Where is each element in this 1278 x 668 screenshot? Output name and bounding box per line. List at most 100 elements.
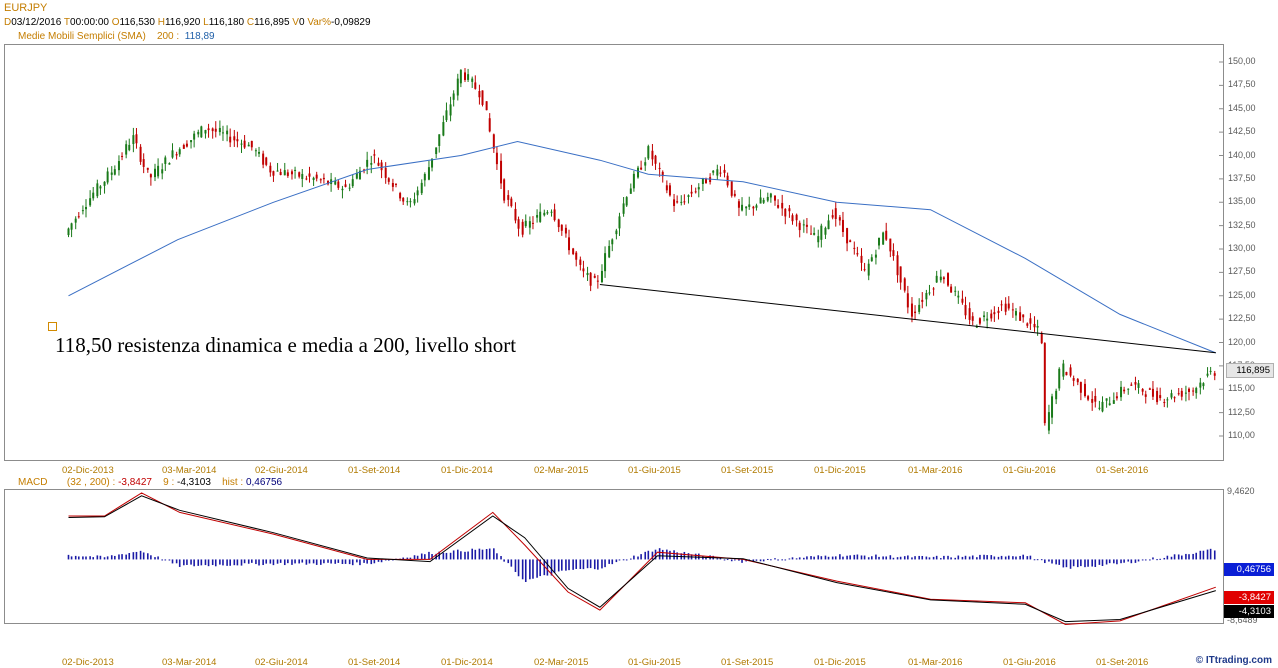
macd-hist-bar: [557, 559, 560, 572]
candle-body: [142, 159, 145, 167]
macd-hist-bar: [175, 559, 178, 564]
candle-body: [185, 143, 188, 147]
candle-body: [983, 315, 986, 318]
macd-hist-bar: [568, 559, 570, 571]
candle-body: [452, 93, 455, 100]
macd-hist-bar: [911, 557, 913, 560]
macd-hist-bar: [752, 559, 755, 562]
candle-body: [971, 316, 974, 321]
macd-hist-bar: [661, 549, 664, 560]
candle-body: [860, 255, 863, 263]
candle-body: [810, 233, 813, 235]
candle-body: [906, 293, 909, 308]
candle-body: [110, 172, 113, 175]
candle-body: [1026, 323, 1029, 326]
macd-hist-bar: [226, 559, 228, 566]
macd-hist-bar: [258, 559, 260, 566]
candle-body: [322, 177, 325, 180]
candle-body: [200, 126, 203, 138]
candle-body: [632, 173, 635, 189]
candle-body: [719, 172, 722, 174]
macd-hist-bar: [1055, 559, 1057, 565]
candle-body: [637, 167, 640, 178]
candle-body: [640, 167, 643, 170]
macd-hist-bar: [759, 559, 762, 562]
date-label: 01-Set-2016: [1096, 465, 1149, 476]
candle-body: [478, 91, 481, 98]
sma-readout: Medie Mobili Semplici (SMA) 200 : 118,89: [18, 31, 215, 42]
candle-body: [1206, 373, 1209, 376]
macd-hist-bar: [618, 559, 621, 561]
candle-body: [798, 222, 801, 231]
candle-body: [413, 199, 416, 204]
macd-hist-bar: [197, 559, 200, 566]
macd-hist-bar: [291, 559, 293, 565]
candle-body: [553, 209, 556, 221]
candle-body: [899, 266, 902, 283]
macd-hist-bar: [251, 559, 253, 563]
candle-body: [456, 78, 459, 96]
macd-hist-bar: [986, 555, 988, 560]
candle-body: [759, 197, 762, 204]
macd-hist-bar: [867, 557, 870, 560]
candle-body: [348, 187, 351, 189]
candle-body: [827, 220, 830, 230]
candle-body: [889, 238, 892, 252]
candle-body: [445, 110, 448, 121]
macd-hist-bar: [207, 559, 210, 567]
macd-hist-bar: [1065, 559, 1068, 568]
macd-hist-bar: [943, 555, 945, 560]
candle-body: [925, 292, 928, 300]
macd-hist-bar: [1113, 559, 1115, 564]
candle-body: [874, 254, 877, 258]
candle-body: [762, 199, 765, 203]
macd-hist-bar: [467, 551, 469, 560]
candle-body: [99, 186, 102, 189]
price-axis-tick: 122,50: [1228, 313, 1256, 324]
macd-hist-bar: [870, 556, 873, 560]
macd-hist-bar: [1058, 559, 1061, 565]
macd-hist-bar: [154, 557, 156, 560]
watermark: © ITtrading.com: [1195, 655, 1272, 666]
price-axis-tick: 142,50: [1228, 126, 1256, 137]
candle-body: [161, 169, 164, 174]
macd-hist-bar: [1015, 556, 1017, 560]
macd-hist-bar: [380, 559, 383, 563]
candle-body: [319, 179, 322, 181]
macd-hist-bar: [925, 556, 928, 560]
annotation-marker[interactable]: [48, 322, 57, 331]
macd-hist-bar: [214, 559, 217, 567]
candle-body: [730, 181, 733, 196]
candle-body: [712, 170, 715, 173]
macd-hist-bar: [1062, 559, 1065, 568]
macd-hist-bar: [860, 555, 863, 560]
candle-body: [351, 179, 354, 187]
price-axis-tick: 120,00: [1228, 336, 1256, 347]
macd-hist-bar: [529, 559, 531, 580]
candle-body: [168, 163, 171, 165]
candle-body: [250, 140, 253, 148]
candle-body: [312, 177, 315, 181]
macd-hist-bar: [323, 559, 325, 564]
candle-body: [831, 215, 834, 218]
macd-hist-bar: [810, 556, 812, 560]
candle-body: [409, 201, 412, 203]
candle-body: [128, 144, 131, 151]
macd-hist-bar: [1087, 559, 1089, 567]
candle-body: [586, 272, 589, 276]
macd-hist-bar: [791, 557, 794, 560]
price-chart-panel[interactable]: [4, 44, 1224, 461]
macd-hist-bar: [903, 556, 906, 560]
macd-hist-bar: [370, 559, 373, 565]
date-label: 01-Dic-2014: [441, 465, 493, 476]
macd-hist-bar: [493, 548, 495, 560]
macd-hist-bar: [1076, 559, 1079, 568]
macd-hist-bar: [1022, 554, 1024, 560]
candle-body: [77, 216, 80, 218]
candle-body: [135, 134, 138, 144]
candle-body: [182, 144, 185, 149]
candle-body: [1019, 312, 1022, 321]
candle-body: [366, 159, 369, 167]
date-label: 03-Mar-2014: [162, 465, 217, 476]
candle-body: [1091, 399, 1094, 403]
